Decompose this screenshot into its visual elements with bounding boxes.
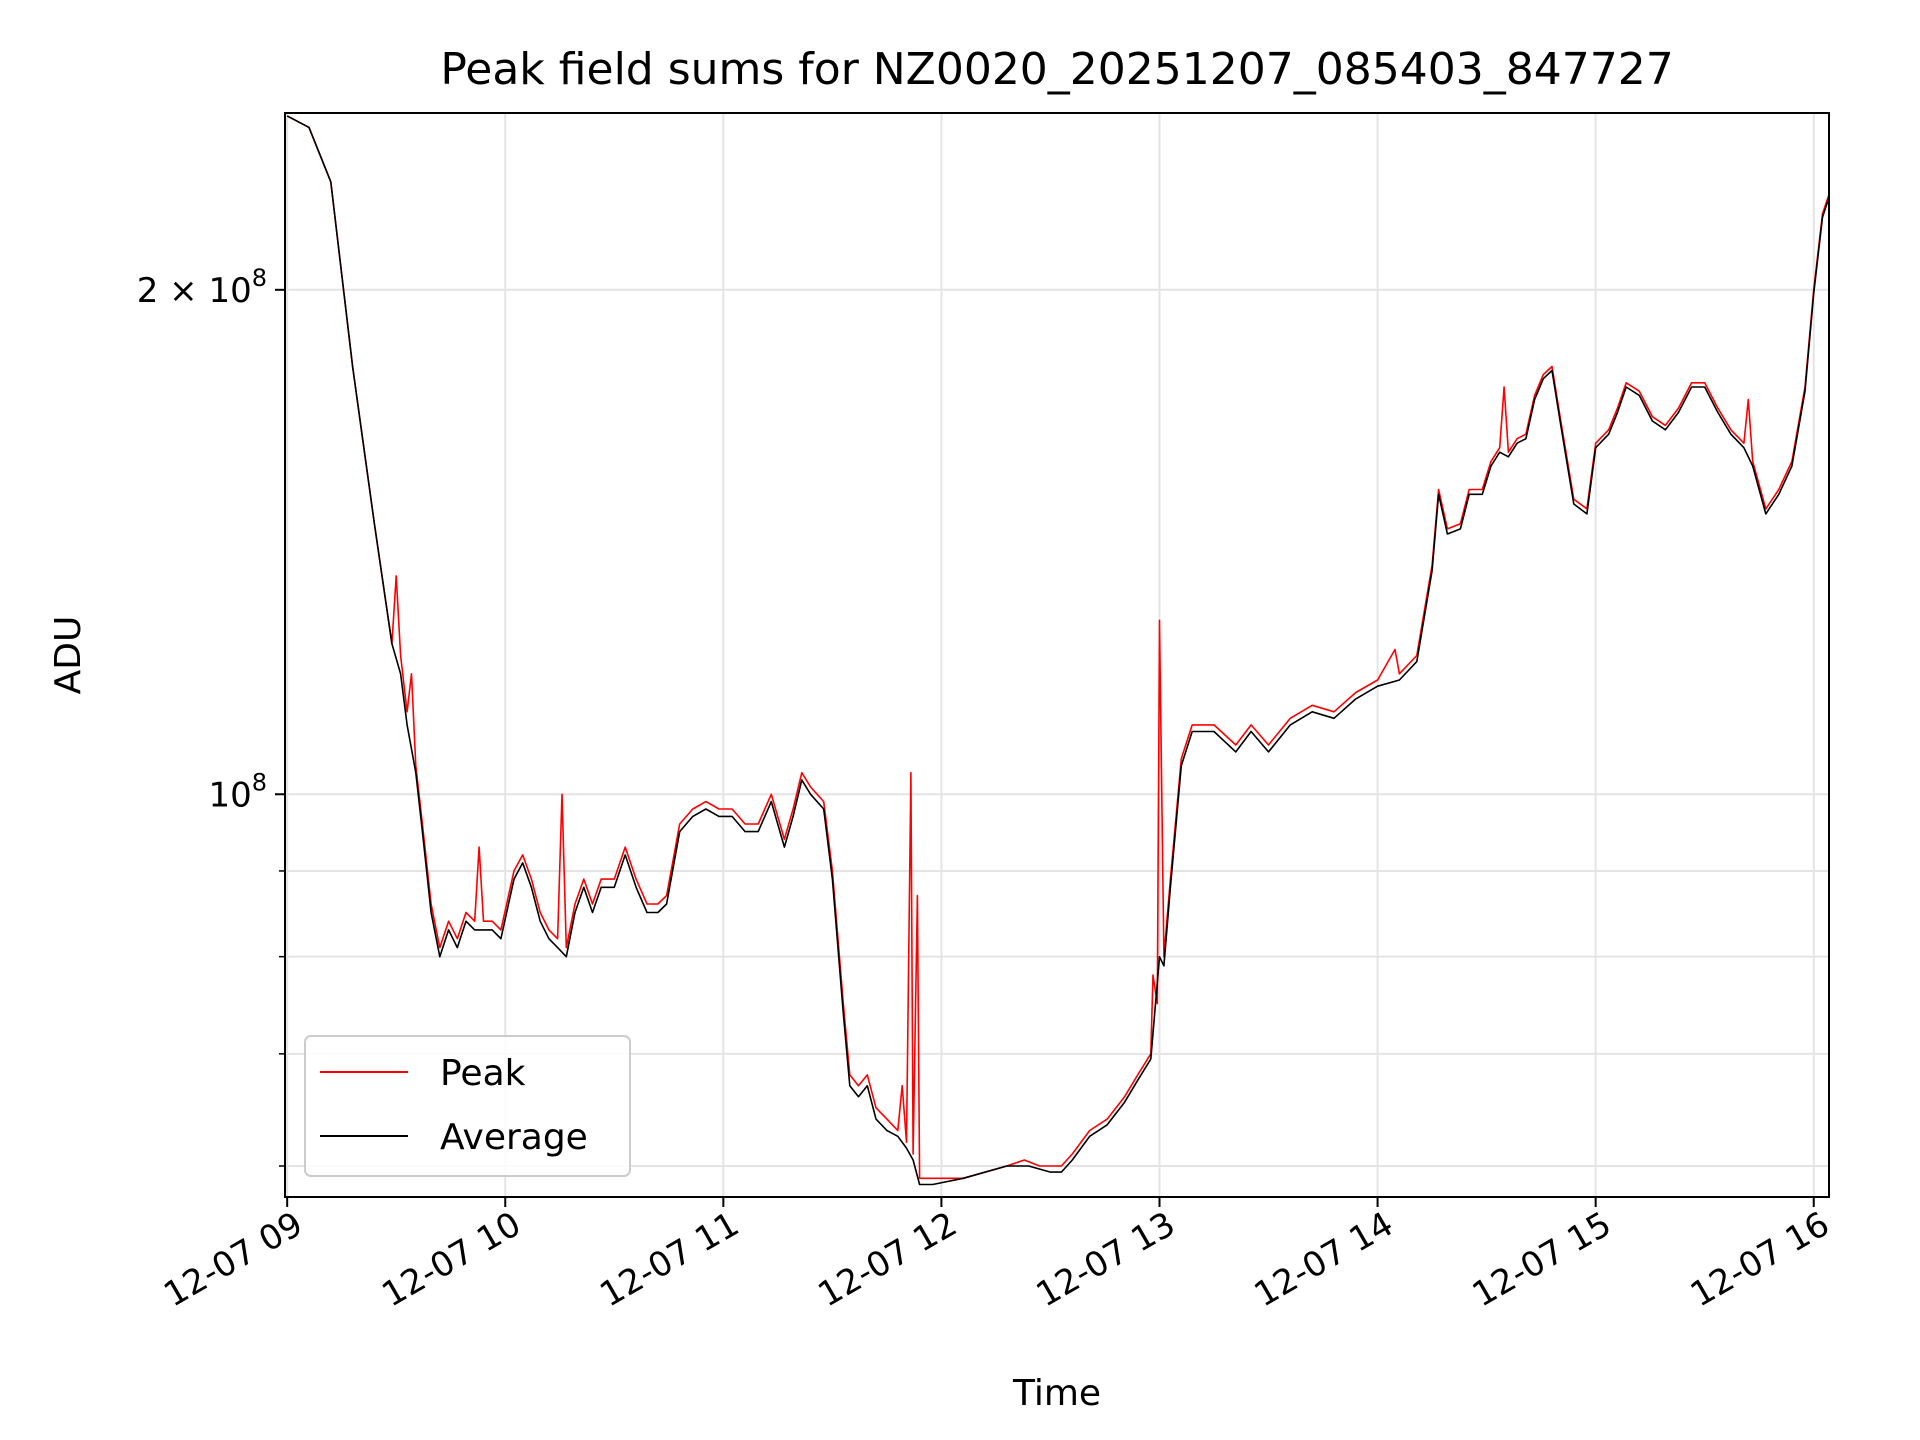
plot-frame <box>284 112 1830 1198</box>
y-tick-label: 2 × 108 <box>137 264 267 311</box>
chart-title: Peak field sums for NZ0020_20251207_0854… <box>440 44 1673 95</box>
series-line-average <box>286 115 1830 1186</box>
y-axis: 2 × 108 108 <box>137 264 285 1167</box>
legend: Peak Average <box>304 1035 631 1177</box>
legend-label-average: Average <box>440 1117 588 1158</box>
y-tick-label: 108 <box>208 768 267 815</box>
series-layer <box>286 115 1830 1186</box>
x-axis-label: Time <box>1012 1373 1101 1414</box>
legend-label-peak: Peak <box>440 1053 526 1094</box>
y-axis-label: ADU <box>48 616 89 695</box>
